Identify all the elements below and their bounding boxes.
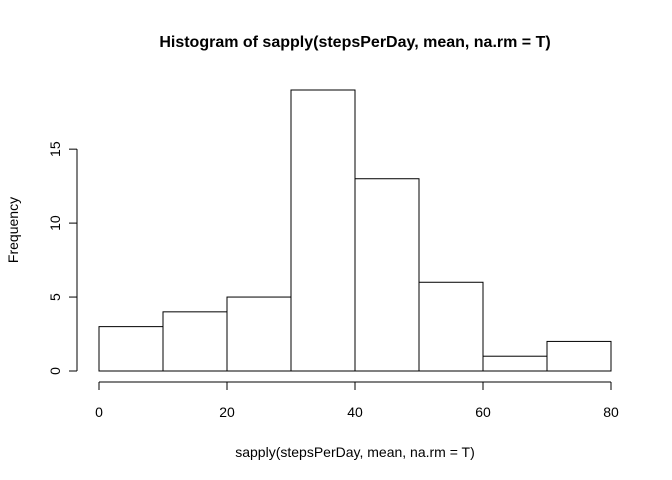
y-axis: 0 5 10 15 (47, 141, 78, 375)
histogram-bar-3 (290, 89, 356, 372)
y-tick-label-0: 0 (47, 367, 63, 375)
histogram-bar-5 (418, 281, 484, 372)
x-tick-label-80: 80 (603, 404, 619, 420)
x-axis: 0 20 40 60 80 (95, 381, 619, 420)
histogram-bar-2 (226, 296, 292, 372)
histogram-bar-0 (98, 326, 164, 372)
y-tick-label-5: 5 (47, 293, 63, 301)
histogram-bar-1 (162, 311, 228, 372)
y-axis-label: Frequency (5, 197, 21, 263)
x-tick-label-0: 0 (95, 404, 103, 420)
x-tick-label-60: 60 (475, 404, 491, 420)
y-tick-label-15: 15 (47, 141, 63, 157)
histogram-bar-6 (482, 355, 548, 372)
x-axis-label: sapply(stepsPerDay, mean, na.rm = T) (235, 444, 475, 460)
y-tick-label-10: 10 (47, 215, 63, 231)
histogram-bar-4 (354, 178, 420, 372)
x-tick-label-40: 40 (347, 404, 363, 420)
bars-group (98, 89, 612, 372)
histogram-bar-7 (546, 340, 612, 372)
chart-title: Histogram of sapply(stepsPerDay, mean, n… (159, 34, 550, 51)
x-tick-label-20: 20 (219, 404, 235, 420)
